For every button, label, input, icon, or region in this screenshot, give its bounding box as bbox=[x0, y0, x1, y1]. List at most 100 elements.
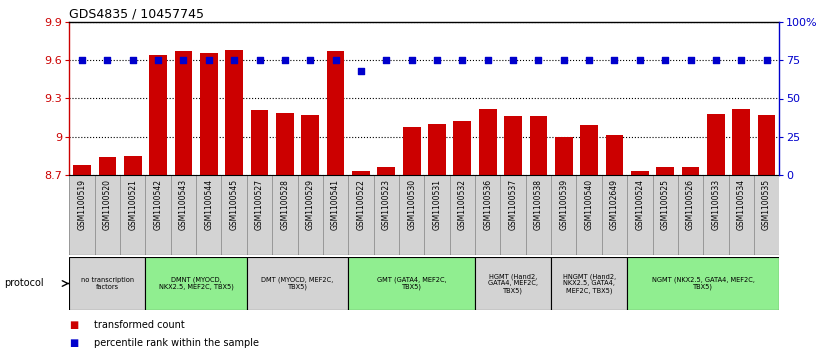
Bar bbox=[246, 175, 273, 255]
Text: GSM1102649: GSM1102649 bbox=[610, 179, 619, 230]
Point bbox=[709, 57, 722, 63]
Text: HGMT (Hand2,
GATA4, MEF2C,
TBX5): HGMT (Hand2, GATA4, MEF2C, TBX5) bbox=[488, 273, 538, 294]
Text: ■: ■ bbox=[69, 319, 78, 330]
Bar bbox=[403, 127, 420, 175]
Bar bbox=[555, 137, 573, 175]
Bar bbox=[653, 175, 678, 255]
Text: GSM1100537: GSM1100537 bbox=[508, 179, 517, 230]
Bar bbox=[221, 175, 246, 255]
Text: transformed count: transformed count bbox=[94, 319, 184, 330]
Text: GSM1100531: GSM1100531 bbox=[432, 179, 441, 230]
Text: GSM1100545: GSM1100545 bbox=[229, 179, 238, 230]
Bar bbox=[504, 117, 522, 175]
Bar bbox=[758, 115, 775, 175]
Point bbox=[76, 57, 89, 63]
Bar bbox=[551, 257, 628, 310]
Bar bbox=[145, 175, 171, 255]
Point bbox=[456, 57, 469, 63]
Bar bbox=[580, 125, 598, 175]
Bar bbox=[149, 55, 167, 175]
Bar bbox=[276, 113, 294, 175]
Bar bbox=[576, 175, 602, 255]
Text: GSM1100520: GSM1100520 bbox=[103, 179, 112, 230]
Bar bbox=[605, 135, 623, 175]
Point bbox=[354, 68, 367, 74]
Bar bbox=[348, 257, 475, 310]
Text: GSM1100532: GSM1100532 bbox=[458, 179, 467, 230]
Point bbox=[278, 57, 291, 63]
Point bbox=[304, 57, 317, 63]
Text: protocol: protocol bbox=[4, 278, 44, 289]
Text: GSM1100529: GSM1100529 bbox=[306, 179, 315, 230]
Point bbox=[734, 57, 747, 63]
Bar bbox=[301, 115, 319, 175]
Bar bbox=[69, 257, 145, 310]
Point bbox=[202, 57, 215, 63]
Text: GSM1100523: GSM1100523 bbox=[382, 179, 391, 230]
Point bbox=[152, 57, 165, 63]
Point bbox=[253, 57, 266, 63]
Text: DMT (MYOCD, MEF2C,
TBX5): DMT (MYOCD, MEF2C, TBX5) bbox=[261, 277, 334, 290]
Bar bbox=[551, 175, 576, 255]
Bar bbox=[526, 175, 551, 255]
Bar bbox=[171, 175, 196, 255]
Bar bbox=[678, 175, 703, 255]
Bar bbox=[374, 175, 399, 255]
Bar bbox=[475, 257, 551, 310]
Text: GSM1100528: GSM1100528 bbox=[281, 179, 290, 230]
Bar bbox=[729, 175, 754, 255]
Text: GSM1100527: GSM1100527 bbox=[255, 179, 264, 230]
Text: GMT (GATA4, MEF2C,
TBX5): GMT (GATA4, MEF2C, TBX5) bbox=[377, 277, 446, 290]
Text: GSM1100519: GSM1100519 bbox=[78, 179, 86, 230]
Bar bbox=[475, 175, 500, 255]
Bar bbox=[703, 175, 729, 255]
Point bbox=[583, 57, 596, 63]
Bar bbox=[681, 167, 699, 175]
Bar bbox=[428, 124, 446, 175]
Text: GSM1100542: GSM1100542 bbox=[153, 179, 162, 230]
Text: GSM1100534: GSM1100534 bbox=[737, 179, 746, 230]
Bar bbox=[145, 257, 246, 310]
Point bbox=[684, 57, 697, 63]
Point bbox=[507, 57, 520, 63]
Bar bbox=[273, 175, 298, 255]
Text: GSM1100535: GSM1100535 bbox=[762, 179, 771, 230]
Point bbox=[126, 57, 140, 63]
Bar bbox=[323, 175, 348, 255]
Point bbox=[379, 57, 392, 63]
Text: GSM1100533: GSM1100533 bbox=[712, 179, 721, 230]
Bar bbox=[69, 175, 95, 255]
Bar bbox=[656, 167, 674, 175]
Bar bbox=[95, 175, 120, 255]
Text: NGMT (NKX2.5, GATA4, MEF2C,
TBX5): NGMT (NKX2.5, GATA4, MEF2C, TBX5) bbox=[652, 277, 755, 290]
Bar bbox=[124, 156, 142, 175]
Bar bbox=[251, 110, 268, 175]
Text: GSM1100541: GSM1100541 bbox=[331, 179, 340, 230]
Bar bbox=[754, 175, 779, 255]
Bar bbox=[225, 50, 243, 175]
Text: ■: ■ bbox=[69, 338, 78, 348]
Bar bbox=[298, 175, 323, 255]
Bar bbox=[99, 157, 116, 175]
Text: GSM1100536: GSM1100536 bbox=[483, 179, 492, 230]
Point bbox=[431, 57, 444, 63]
Point bbox=[633, 57, 646, 63]
Text: GSM1100524: GSM1100524 bbox=[636, 179, 645, 230]
Point bbox=[228, 57, 241, 63]
Point bbox=[532, 57, 545, 63]
Bar bbox=[424, 175, 450, 255]
Point bbox=[177, 57, 190, 63]
Text: GSM1100543: GSM1100543 bbox=[179, 179, 188, 230]
Bar bbox=[707, 114, 725, 175]
Point bbox=[405, 57, 418, 63]
Bar bbox=[175, 51, 193, 175]
Bar bbox=[73, 165, 91, 175]
Text: GSM1100539: GSM1100539 bbox=[559, 179, 568, 230]
Bar bbox=[246, 257, 348, 310]
Text: GSM1100522: GSM1100522 bbox=[357, 179, 366, 230]
Point bbox=[329, 57, 342, 63]
Text: DMNT (MYOCD,
NKX2.5, MEF2C, TBX5): DMNT (MYOCD, NKX2.5, MEF2C, TBX5) bbox=[158, 277, 233, 290]
Point bbox=[557, 57, 570, 63]
Bar bbox=[352, 171, 370, 175]
Bar bbox=[628, 257, 779, 310]
